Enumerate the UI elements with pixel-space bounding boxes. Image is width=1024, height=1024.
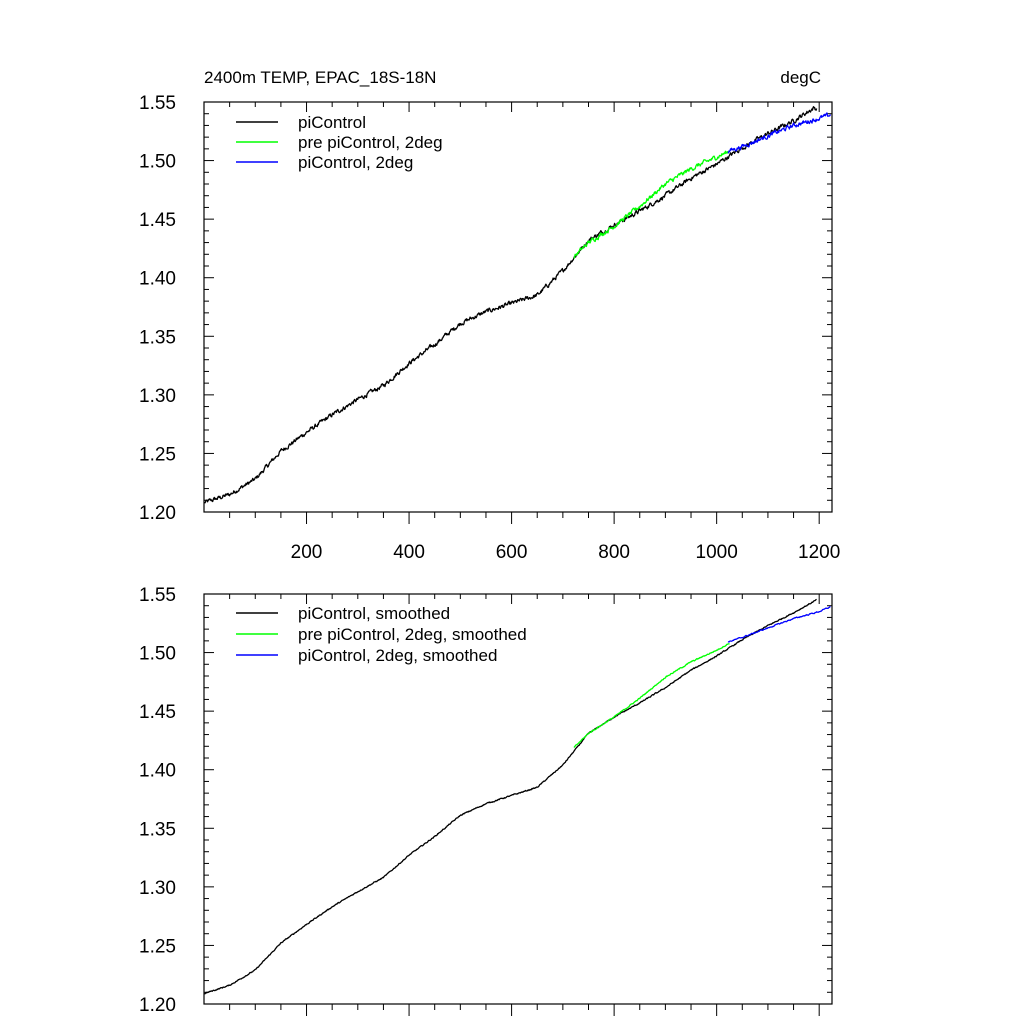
legend-label-piControl-smoothed: piControl, smoothed <box>298 604 450 623</box>
plot-frame <box>203 593 833 1005</box>
legend-label-pre-piControl-2deg: pre piControl, 2deg <box>298 133 443 152</box>
plot-frame <box>203 101 833 513</box>
x-tick-label: 1000 <box>696 542 738 563</box>
bottom-panel: 1.20 1.25 1.30 1.35 1.40 1.45 1.50 1.55 piContr… <box>139 585 833 1016</box>
y-tick-label: 1.55 <box>139 93 176 114</box>
units-label: degC <box>780 68 821 87</box>
x-tick-label: 800 <box>598 542 630 563</box>
legend-label-piControl-2deg-smoothed: piControl, 2deg, smoothed <box>298 646 497 665</box>
x-tick-labels: 200 400 600 800 1000 1200 <box>291 542 841 563</box>
series-line-picontrol-smoothed <box>204 598 817 995</box>
x-tick-label: 1200 <box>798 542 840 563</box>
y-tick-label: 1.45 <box>139 702 176 723</box>
top-panel: 2400m TEMP, EPAC_18S-18N degC 1.201.251.… <box>139 68 840 563</box>
legend: piControl, smoothed pre piControl, 2deg,… <box>236 604 527 665</box>
y-tick-label: 1.20 <box>139 503 176 524</box>
y-tick-label: 1.40 <box>139 269 176 290</box>
panel-title: 2400m TEMP, EPAC_18S-18N <box>204 68 436 87</box>
y-tick-label: 1.25 <box>139 936 176 957</box>
series-line-picontrol-2deg-smoothed <box>727 606 831 643</box>
legend: piControl pre piControl, 2deg piControl,… <box>236 113 443 172</box>
y-tick-label: 1.50 <box>139 644 176 665</box>
y-tick-label: 1.55 <box>139 585 176 606</box>
y-tick-label: 1.30 <box>139 386 176 407</box>
series-line-pre-picontrol-2deg-smoothed <box>573 643 730 748</box>
y-tick-labels: 1.20 1.25 1.30 1.35 1.40 1.45 1.50 1.55 <box>139 585 176 1016</box>
y-tick-label: 1.35 <box>139 819 176 840</box>
y-tick-label: 1.35 <box>139 327 176 348</box>
y-tick-label: 1.45 <box>139 210 176 231</box>
y-tick-label: 1.30 <box>139 878 176 899</box>
y-tick-label: 1.20 <box>139 995 176 1016</box>
x-tick-label: 600 <box>496 542 528 563</box>
series-lines <box>203 106 832 504</box>
legend-label-piControl-2deg: piControl, 2deg <box>298 153 413 172</box>
x-tick-label: 400 <box>393 542 425 563</box>
legend-label-piControl: piControl <box>298 113 366 132</box>
y-tick-label: 1.40 <box>139 761 176 782</box>
y-tick-label: 1.25 <box>139 444 176 465</box>
series-lines <box>204 598 831 995</box>
x-tick-label: 200 <box>291 542 323 563</box>
y-tick-labels: 1.20 1.25 1.30 1.35 1.40 1.45 1.50 1.55 <box>139 93 176 524</box>
series-line-pre-picontrol-2deg <box>573 150 730 259</box>
series-line-picontrol <box>203 106 818 504</box>
series-line-picontrol-2deg <box>727 112 832 154</box>
y-tick-label: 1.50 <box>139 152 176 173</box>
legend-label-pre-piControl-2deg-smoothed: pre piControl, 2deg, smoothed <box>298 625 527 644</box>
tick-marks <box>204 101 832 524</box>
